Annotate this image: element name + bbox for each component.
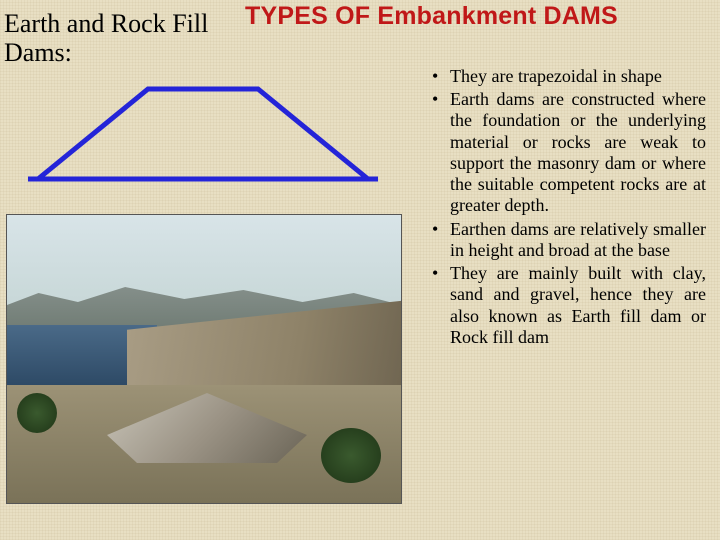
photo-shrub: [321, 428, 381, 483]
bullet-list: They are trapezoidal in shapeEarth dams …: [430, 66, 706, 350]
photo-shrub: [17, 393, 57, 433]
bullet-item: They are mainly built with clay, sand an…: [430, 263, 706, 348]
dam-photo: [6, 214, 402, 504]
bullet-item: Earth dams are constructed where the fou…: [430, 89, 706, 216]
section-subtitle: Earth and Rock Fill Dams:: [4, 10, 244, 67]
page-title: TYPES OF Embankment DAMS: [245, 2, 717, 31]
trapezoid-diagram: [28, 84, 378, 184]
bullet-item: Earthen dams are relatively smaller in h…: [430, 219, 706, 261]
bullet-item: They are trapezoidal in shape: [430, 66, 706, 87]
